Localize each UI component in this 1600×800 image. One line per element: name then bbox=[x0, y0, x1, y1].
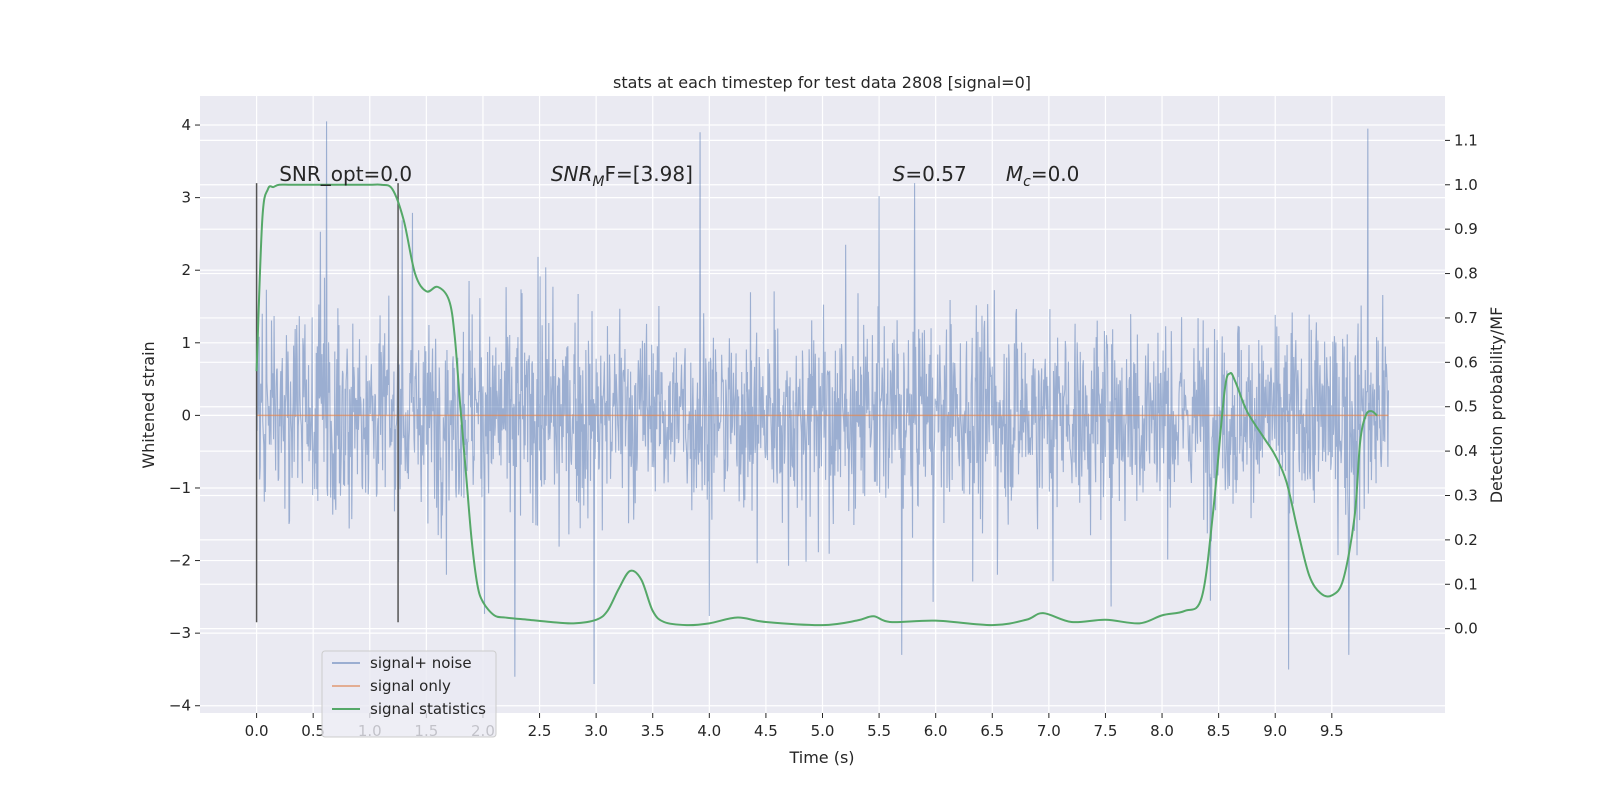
right-y-tick-label: 0.1 bbox=[1454, 575, 1478, 593]
x-tick-label: 2.5 bbox=[528, 722, 552, 740]
signal-statistics-series bbox=[255, 183, 1378, 627]
x-tick-label: 0.5 bbox=[301, 722, 325, 740]
y-tick-label: 1 bbox=[181, 334, 191, 352]
x-tick-label: 3.0 bbox=[584, 722, 608, 740]
x-tick-label: 4.5 bbox=[754, 722, 778, 740]
x-tick-label: 3.5 bbox=[641, 722, 665, 740]
x-tick-label: 5.0 bbox=[811, 722, 835, 740]
annotations: SNR_opt=0.0 SNRMF=[3.98] S=0.57 Mc=0.0 bbox=[279, 162, 1079, 190]
signal-noise-series bbox=[256, 121, 1389, 684]
x-tick-label: 9.5 bbox=[1320, 722, 1344, 740]
x-tick-label: 7.0 bbox=[1037, 722, 1061, 740]
right-y-tick-label: 0.7 bbox=[1454, 309, 1478, 327]
x-tick-label: 6.5 bbox=[980, 722, 1004, 740]
x-tick-label: 7.5 bbox=[1094, 722, 1118, 740]
right-y-tick-label: 0.3 bbox=[1454, 486, 1478, 504]
annotation-mc-base: M bbox=[1006, 162, 1023, 186]
legend-label-signal-only: signal only bbox=[370, 677, 451, 695]
legend-label-noise: signal+ noise bbox=[370, 654, 472, 672]
y-tick-label: 0 bbox=[181, 406, 191, 424]
chart-title: stats at each timestep for test data 280… bbox=[613, 73, 1031, 92]
x-tick-label: 0.0 bbox=[245, 722, 269, 740]
y-tick-label: 3 bbox=[181, 189, 191, 207]
x-tick-label: 8.0 bbox=[1150, 722, 1174, 740]
annotation-s-stat: S=0.57 bbox=[893, 162, 967, 186]
y-axis-label: Whitened strain bbox=[139, 341, 158, 468]
y-tick-label: −2 bbox=[169, 552, 191, 570]
vertical-markers bbox=[255, 183, 399, 623]
right-y-axis-ticks: 0.0 0.1 0.2 0.3 0.4 0.5 0.6 0.7 0.8 0.9 1.0 1.1 bbox=[1445, 131, 1478, 638]
annotation-s-stat-base: S bbox=[893, 162, 906, 186]
right-y-tick-label: 1.0 bbox=[1454, 176, 1478, 194]
right-y-tick-label: 1.1 bbox=[1454, 131, 1478, 149]
right-y-axis-label: Detection probability/MF bbox=[1487, 307, 1506, 504]
legend: signal+ noise signal only signal statist… bbox=[321, 650, 497, 738]
annotation-snr-opt: SNR_opt=0.0 bbox=[279, 162, 412, 186]
right-y-tick-label: 0.2 bbox=[1454, 531, 1478, 549]
y-tick-label: 2 bbox=[181, 261, 191, 279]
annotation-snr-mf-sub: M bbox=[592, 174, 604, 190]
y-tick-label: −4 bbox=[169, 697, 191, 715]
x-tick-label: 9.0 bbox=[1263, 722, 1287, 740]
right-y-tick-label: 0.0 bbox=[1454, 620, 1478, 638]
x-tick-label: 6.0 bbox=[924, 722, 948, 740]
noise-trace bbox=[256, 121, 1389, 684]
y-axis-ticks: −4 −3 −2 −1 0 1 2 3 4 bbox=[169, 116, 200, 715]
right-y-tick-label: 0.4 bbox=[1454, 442, 1478, 460]
right-y-tick-label: 0.8 bbox=[1454, 265, 1478, 283]
signal-statistics-line bbox=[255, 183, 1378, 627]
legend-box bbox=[321, 650, 497, 738]
annotation-snr-mf-tail: F=[3.98] bbox=[605, 162, 693, 186]
right-y-tick-label: 0.6 bbox=[1454, 353, 1478, 371]
x-tick-label: 8.5 bbox=[1207, 722, 1231, 740]
x-axis-label: Time (s) bbox=[788, 748, 854, 767]
annotation-snr-mf-base: SNR bbox=[551, 162, 593, 186]
annotation-mc-tail: =0.0 bbox=[1031, 162, 1080, 186]
x-tick-label: 4.0 bbox=[697, 722, 721, 740]
annotation-snr-mf: SNRMF=[3.98] bbox=[551, 162, 693, 190]
right-y-tick-label: 0.5 bbox=[1454, 398, 1478, 416]
right-y-tick-label: 0.9 bbox=[1454, 220, 1478, 238]
x-tick-label: 5.5 bbox=[867, 722, 891, 740]
y-tick-label: 4 bbox=[181, 116, 191, 134]
y-tick-label: −1 bbox=[169, 479, 191, 497]
legend-label-statistics: signal statistics bbox=[370, 700, 486, 718]
y-tick-label: −3 bbox=[169, 624, 191, 642]
annotation-s-stat-tail: =0.57 bbox=[905, 162, 966, 186]
annotation-mc: Mc=0.0 bbox=[1006, 162, 1080, 190]
annotation-mc-sub: c bbox=[1023, 174, 1031, 190]
